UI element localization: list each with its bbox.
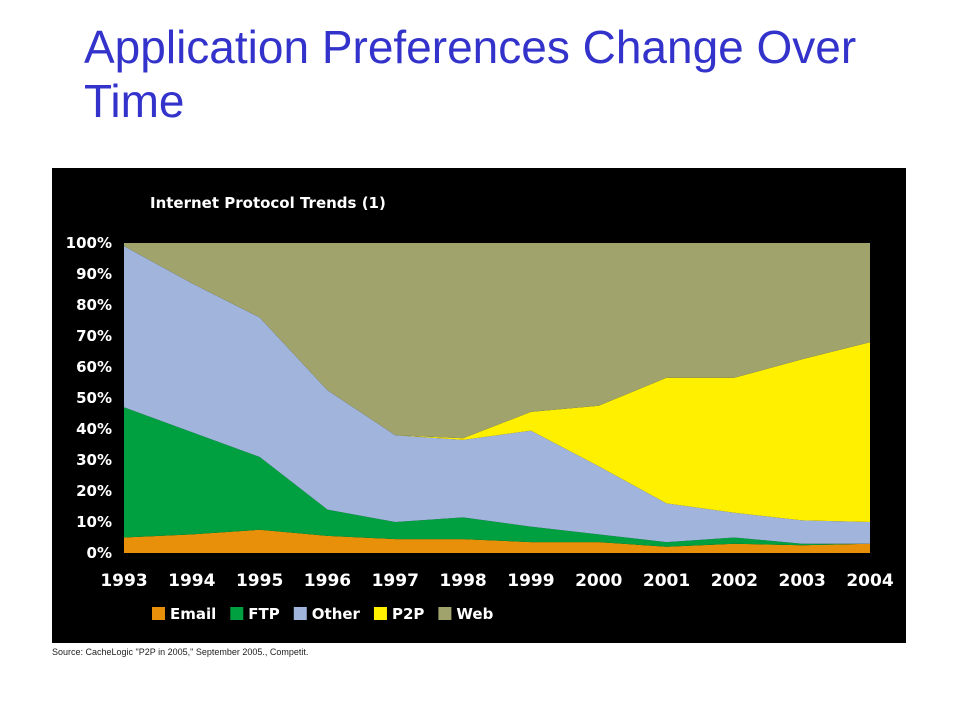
x-tick-label: 1995: [236, 571, 283, 591]
area-series-email: [124, 529, 870, 553]
legend-swatch-p2p: [373, 607, 387, 620]
x-tick-label: 1998: [439, 571, 486, 591]
x-tick-label: 1993: [100, 571, 147, 591]
legend-swatch-web: [438, 607, 452, 620]
x-tick-label: 1996: [304, 571, 351, 591]
x-tick-label: 2002: [711, 571, 758, 591]
area-series-p2p: [124, 246, 870, 522]
y-tick-label: 0%: [87, 544, 112, 562]
chart-panel: Internet Protocol Trends (1) 0% 10% 20% 30%…: [52, 168, 906, 643]
chart-legend: Email FTP Other P2P Web: [152, 605, 494, 623]
legend-label-email: Email: [170, 605, 216, 623]
legend-label-web: Web: [456, 605, 493, 623]
x-tick-label: 1999: [507, 571, 554, 591]
y-tick-label: 70%: [76, 327, 112, 345]
x-tick-label: 1997: [372, 571, 419, 591]
area-series-ftp: [124, 407, 870, 547]
legend-swatch-email: [152, 607, 165, 620]
legend-label-ftp: FTP: [248, 605, 279, 623]
area-series-other: [124, 246, 870, 544]
y-tick-label: 20%: [76, 482, 112, 500]
y-tick-label: 90%: [76, 265, 112, 283]
y-tick-label: 80%: [76, 296, 112, 314]
y-tick-label: 10%: [76, 513, 112, 531]
source-note: Source: CacheLogic "P2P in 2005," Septem…: [52, 647, 309, 657]
x-tick-label: 2004: [846, 571, 893, 591]
legend-swatch-ftp: [230, 607, 244, 620]
x-tick-label: 1994: [168, 571, 215, 591]
chart-areas: [124, 243, 870, 553]
x-tick-label: 2003: [779, 571, 826, 591]
y-tick-label: 40%: [76, 420, 112, 438]
x-axis-ticks: 1993 1994 1995 1996 1997 1998 1999 2000 2001 2002…: [100, 571, 893, 591]
y-tick-label: 100%: [66, 234, 112, 252]
slide-title: Application Preferences Change Over Time: [84, 21, 857, 127]
chart-title: Internet Protocol Trends (1): [150, 194, 386, 212]
y-axis-ticks: 0% 10% 20% 30% 40% 50% 60% 70% 80% 90% 100%: [66, 234, 112, 562]
y-tick-label: 50%: [76, 389, 112, 407]
y-tick-label: 30%: [76, 451, 112, 469]
area-series-web: [124, 243, 870, 439]
legend-label-other: Other: [312, 605, 361, 623]
x-tick-label: 2000: [575, 571, 622, 591]
legend-swatch-other: [293, 607, 307, 620]
area-chart: Internet Protocol Trends (1) 0% 10% 20% 30%…: [66, 194, 894, 623]
x-tick-label: 2001: [643, 571, 690, 591]
legend-label-p2p: P2P: [392, 605, 424, 623]
y-tick-label: 60%: [76, 358, 112, 376]
